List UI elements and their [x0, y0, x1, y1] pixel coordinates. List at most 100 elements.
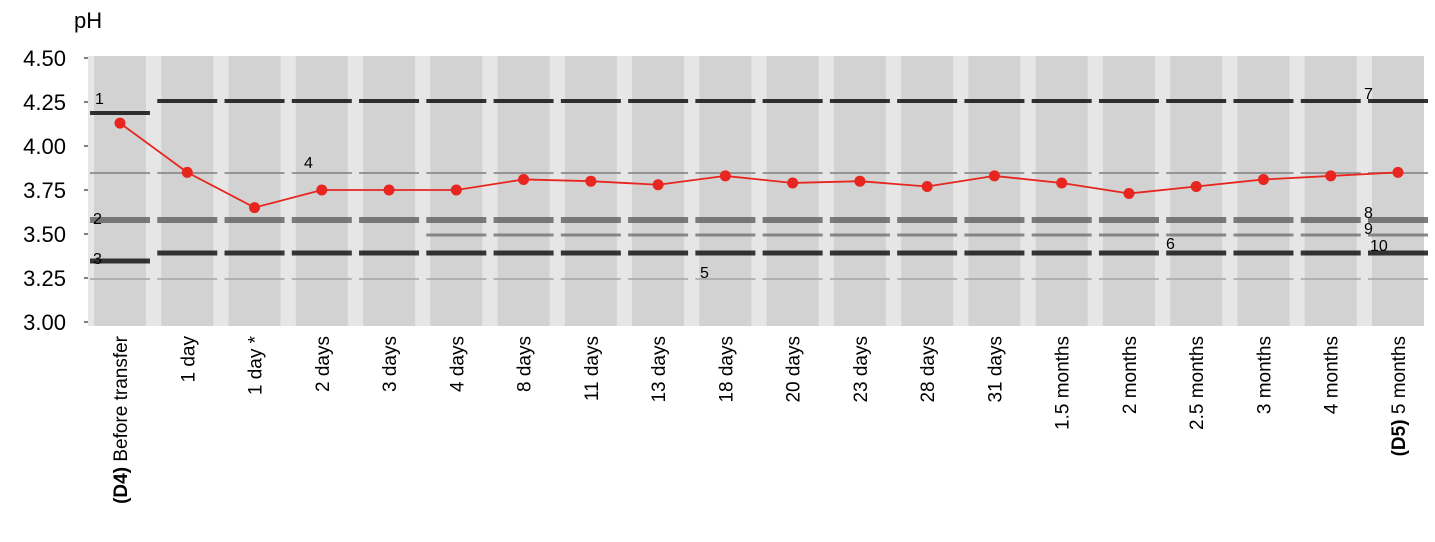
band-annotation: 2	[93, 211, 102, 228]
gel-band	[90, 111, 150, 115]
gel-band	[494, 234, 554, 237]
gel-band	[897, 172, 957, 174]
gel-band	[628, 99, 688, 103]
gel-band	[830, 217, 890, 223]
gel-band	[90, 278, 150, 280]
gel-band	[494, 251, 554, 256]
x-tick-label: 8 days	[515, 336, 536, 392]
data-point	[1191, 181, 1202, 192]
x-tick-label: 18 days	[716, 336, 737, 403]
gel-band	[426, 234, 486, 237]
gel-band	[964, 278, 1024, 280]
gel-band	[830, 251, 890, 256]
x-tick-label: 1 day	[178, 336, 199, 383]
category-label: 3 months	[1254, 336, 1275, 414]
gel-band	[292, 251, 352, 256]
gel-band	[561, 234, 621, 237]
gel-band	[830, 278, 890, 280]
gel-band	[225, 217, 285, 223]
gel-band	[1032, 251, 1092, 256]
gel-lane	[1305, 56, 1357, 326]
gel-band	[897, 278, 957, 280]
category-label: 3 days	[380, 336, 401, 392]
data-point	[316, 185, 327, 196]
gel-band	[695, 234, 755, 237]
y-tick-label: 3.00	[23, 310, 66, 335]
gel-band	[561, 99, 621, 103]
x-tick-label: 3 days	[380, 336, 401, 392]
category-label: 23 days	[851, 336, 872, 403]
category-label: 4 days	[447, 336, 468, 392]
y-tick-label: 3.75	[23, 178, 66, 203]
category-label: 28 days	[918, 336, 939, 403]
gel-band	[1233, 217, 1293, 223]
x-tick-label: 23 days	[851, 336, 872, 403]
gel-band	[628, 172, 688, 174]
gel-band	[1368, 217, 1428, 223]
data-point	[787, 177, 798, 188]
band-annotation: 10	[1370, 238, 1388, 255]
gel-band	[225, 278, 285, 280]
gel-band	[628, 217, 688, 223]
gel-band	[359, 172, 419, 174]
gel-band	[1166, 217, 1226, 223]
gel-band	[494, 278, 554, 280]
gel-band	[1032, 217, 1092, 223]
gel-band	[763, 278, 823, 280]
band-annotation: 7	[1364, 86, 1373, 103]
gel-band	[1233, 278, 1293, 280]
gel-lane	[632, 56, 684, 326]
category-label: 2.5 months	[1187, 336, 1208, 430]
gel-band	[763, 172, 823, 174]
gel-band	[1301, 217, 1361, 223]
x-tick-label: 11 days	[582, 336, 603, 401]
gel-band	[1166, 251, 1226, 256]
gel-band	[561, 278, 621, 280]
gel-band	[359, 99, 419, 103]
data-point	[854, 176, 865, 187]
x-tick-label: 4 days	[447, 336, 468, 392]
gel-band	[964, 99, 1024, 103]
gel-band	[1368, 99, 1428, 103]
gel-band	[561, 172, 621, 174]
gel-band	[628, 278, 688, 280]
category-label: 1 day *	[246, 335, 267, 395]
gel-band	[359, 278, 419, 280]
band-annotation: 8	[1364, 205, 1373, 222]
gel-band	[1233, 172, 1293, 174]
gel-band	[1099, 251, 1159, 256]
category-label: 4 months	[1322, 336, 1343, 414]
gel-band	[897, 99, 957, 103]
x-tick-label: 13 days	[649, 336, 670, 403]
gel-lane	[229, 56, 281, 326]
gel-band	[763, 234, 823, 237]
y-tick-label: 3.25	[23, 266, 66, 291]
gel-band	[292, 278, 352, 280]
gel-lane	[161, 56, 213, 326]
gel-lane	[968, 56, 1020, 326]
gel-lane	[1036, 56, 1088, 326]
gel-band	[964, 234, 1024, 237]
data-point	[1393, 167, 1404, 178]
gel-lane	[767, 56, 819, 326]
data-point	[1123, 188, 1134, 199]
data-point	[1056, 177, 1067, 188]
gel-band	[830, 234, 890, 237]
category-label: 2 months	[1120, 336, 1141, 414]
gel-band	[1166, 99, 1226, 103]
data-point	[720, 170, 731, 181]
gel-band	[1166, 234, 1226, 237]
y-tick-label: 4.00	[23, 134, 66, 159]
gel-lane	[1237, 56, 1289, 326]
x-tick-label: 2 months	[1120, 336, 1141, 414]
gel-band	[897, 217, 957, 223]
gel-band	[1233, 234, 1293, 237]
category-label: 31 days	[985, 336, 1006, 403]
gel-band	[561, 251, 621, 256]
gel-band	[225, 99, 285, 103]
category-label: 2 days	[313, 336, 334, 392]
gel-band	[1301, 278, 1361, 280]
data-point	[384, 185, 395, 196]
gel-band	[763, 251, 823, 256]
data-point	[249, 202, 260, 213]
